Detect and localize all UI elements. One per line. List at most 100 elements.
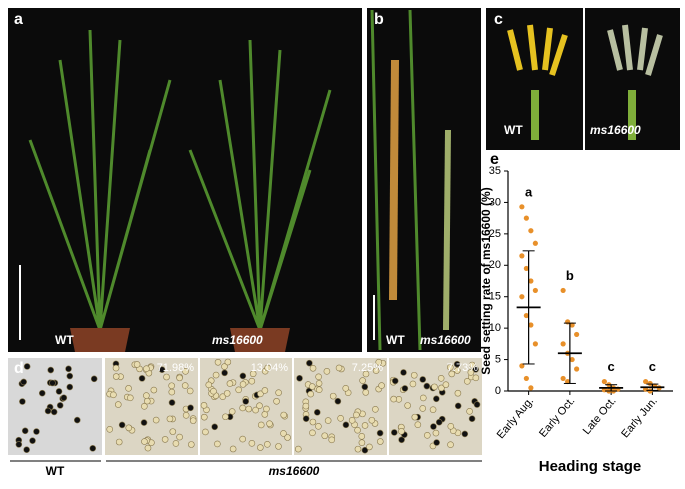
pollen-grain xyxy=(112,373,120,380)
pollen-grain xyxy=(248,377,256,385)
pollen-grain xyxy=(141,402,148,410)
pollen-grain xyxy=(181,382,189,389)
y-tick-label: 15 xyxy=(489,291,501,303)
data-point xyxy=(523,265,529,272)
y-tick-label: 35 xyxy=(489,165,501,177)
pollen-grain xyxy=(280,430,287,437)
data-point xyxy=(528,385,534,391)
y-tick-label: 0 xyxy=(495,385,501,397)
pollen-grain xyxy=(447,422,455,430)
pollen-grain xyxy=(376,438,384,445)
percentage: 71.98% xyxy=(157,362,195,374)
percentage: 13.04% xyxy=(251,362,289,374)
pollen-grain xyxy=(23,363,31,370)
pollen-grain xyxy=(409,380,417,388)
pollen-grain xyxy=(176,433,183,441)
pollen-grain xyxy=(362,389,370,396)
photo-plants xyxy=(8,8,362,352)
pollen-grain xyxy=(366,443,373,451)
y-tick-label: 30 xyxy=(489,196,501,208)
pollen-grain xyxy=(348,416,356,424)
pollen-grain xyxy=(309,364,317,372)
pollen-photo xyxy=(294,358,387,455)
pollen-grain xyxy=(361,422,369,429)
pollen-grain xyxy=(60,394,68,402)
pollen-grain xyxy=(446,364,454,371)
pollen-grain xyxy=(404,402,411,409)
data-point xyxy=(565,378,571,385)
pollen-grain xyxy=(361,383,369,391)
pollen-grain xyxy=(257,390,264,398)
pollen-grain xyxy=(309,429,316,437)
pollen-grain xyxy=(55,388,63,395)
pollen-grain xyxy=(307,390,314,398)
pollen-grain xyxy=(411,413,419,421)
y-tick-label: 25 xyxy=(489,228,501,240)
data-point xyxy=(569,322,575,328)
pollen-grain xyxy=(161,436,169,443)
data-point xyxy=(519,363,525,369)
data-point xyxy=(528,322,534,328)
pollen-grain xyxy=(390,395,397,403)
pollen-grain xyxy=(211,423,218,431)
pollen-grain xyxy=(273,397,280,405)
pollen-grain xyxy=(463,377,471,385)
pollen-grain xyxy=(328,436,336,444)
pollen-grain xyxy=(125,385,132,392)
pollen-grain xyxy=(189,417,197,424)
pollen-grain xyxy=(472,374,480,382)
pollen-grain xyxy=(362,370,370,378)
pollen-grain xyxy=(429,406,437,413)
pollen-grain xyxy=(263,405,270,413)
pollen-grain xyxy=(376,429,384,437)
pollen-grain xyxy=(205,381,213,389)
pollen-grain xyxy=(414,421,422,428)
pollen-grain xyxy=(152,416,160,424)
pollen-grain xyxy=(169,428,177,435)
data-point xyxy=(560,287,566,294)
significance-letter: c xyxy=(608,359,615,374)
data-point xyxy=(569,356,575,363)
pollen-grain xyxy=(239,404,246,412)
pollen-grain xyxy=(390,429,398,436)
pollen-grain xyxy=(168,399,176,406)
pollen-grain xyxy=(308,383,316,390)
photo-label: ms16600 xyxy=(590,123,641,137)
data-point xyxy=(523,312,529,319)
pollen-grain xyxy=(110,391,117,399)
significance-letter: b xyxy=(566,268,574,283)
pollen-grain xyxy=(226,380,234,387)
pollen-grain xyxy=(143,392,150,399)
pollen-grain xyxy=(359,377,366,384)
pollen-grain xyxy=(182,368,189,375)
pollen-grain xyxy=(127,394,134,402)
pollen-grain xyxy=(65,365,72,373)
pollen-photo xyxy=(8,358,102,455)
pollen-grain xyxy=(447,441,454,449)
panel-label: d xyxy=(14,360,24,377)
pollen-grain xyxy=(324,417,332,424)
x-tick-label: Early Jun. xyxy=(619,395,660,440)
pollen-grain xyxy=(468,415,476,423)
x-tick-label: Early Aug. xyxy=(495,395,536,441)
pollen-grain xyxy=(438,384,445,392)
pollen-grain xyxy=(410,371,418,379)
pollen-grain xyxy=(256,402,263,410)
pollen-grain xyxy=(166,415,174,423)
pollen-grain xyxy=(323,368,331,375)
pollen-grain xyxy=(239,381,247,388)
panicle-drawing xyxy=(370,9,451,351)
group-label: WT xyxy=(46,464,65,478)
pollen-grain xyxy=(334,397,342,405)
pollen-grain xyxy=(182,412,190,419)
pollen-grain xyxy=(375,358,383,366)
pollen-grain xyxy=(315,380,323,387)
pollen-grain xyxy=(368,416,376,424)
pollen-grain xyxy=(453,367,461,374)
pollen-grain xyxy=(295,445,302,453)
pollen-grain xyxy=(398,428,405,435)
pollen-grain xyxy=(401,385,409,392)
pollen-grain xyxy=(391,377,399,385)
pollen-grain xyxy=(50,408,58,416)
pollen-grain xyxy=(261,411,269,418)
